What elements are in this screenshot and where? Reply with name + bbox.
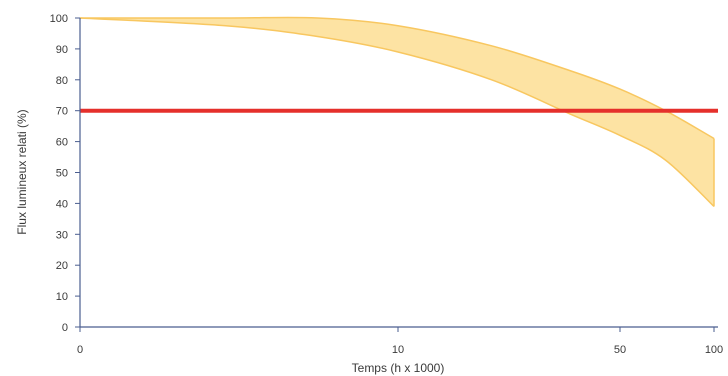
y-tick-label: 0: [62, 322, 68, 334]
y-tick-label: 70: [56, 106, 68, 118]
y-tick-label: 50: [56, 168, 68, 180]
y-axis-title: Flux lumineux relati (%): [15, 109, 29, 234]
x-tick-label: 10: [392, 344, 404, 356]
x-axis-title: Temps (h x 1000): [352, 361, 445, 375]
y-tick-label: 20: [56, 260, 68, 272]
x-tick-label: 100: [705, 344, 723, 356]
axes-layer: [79, 18, 718, 328]
band-upper-edge: [80, 16, 715, 140]
y-tick-label: 10: [56, 291, 68, 303]
y-tick-label: 90: [56, 44, 68, 56]
y-tick-label: 40: [56, 198, 68, 210]
y-tick-label: 100: [50, 13, 68, 25]
y-tick-label: 80: [56, 75, 68, 87]
y-tick-label: 60: [56, 137, 68, 149]
x-tick-label: 50: [614, 344, 626, 356]
band-lower-edge: [79, 17, 715, 208]
x-tick-label: 0: [77, 344, 83, 356]
y-tick-label: 30: [56, 229, 68, 241]
ticks-layer: 0 10 20 30 40 50 60 70 80 90 100 0 10 50 100: [50, 13, 724, 356]
